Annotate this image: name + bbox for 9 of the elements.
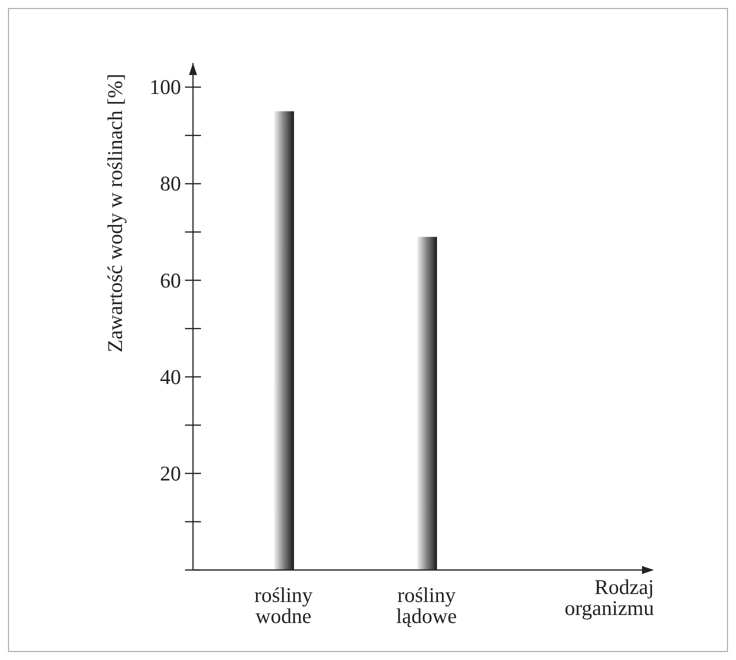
y-axis-title: Zawartość wody w roślinach [%] xyxy=(103,74,127,352)
y-tick-label: 40 xyxy=(160,364,181,389)
y-tick-label: 20 xyxy=(160,461,181,486)
x-axis-title: Rodzaj organizmu xyxy=(564,575,654,620)
x-tick-label: rośliny lądowe xyxy=(396,583,457,628)
y-tick-label: 60 xyxy=(160,268,181,292)
y-tick-label: 100 xyxy=(150,75,181,100)
x-tick-label: rośliny wodne xyxy=(254,583,314,628)
y-tick-label: 80 xyxy=(160,172,181,196)
